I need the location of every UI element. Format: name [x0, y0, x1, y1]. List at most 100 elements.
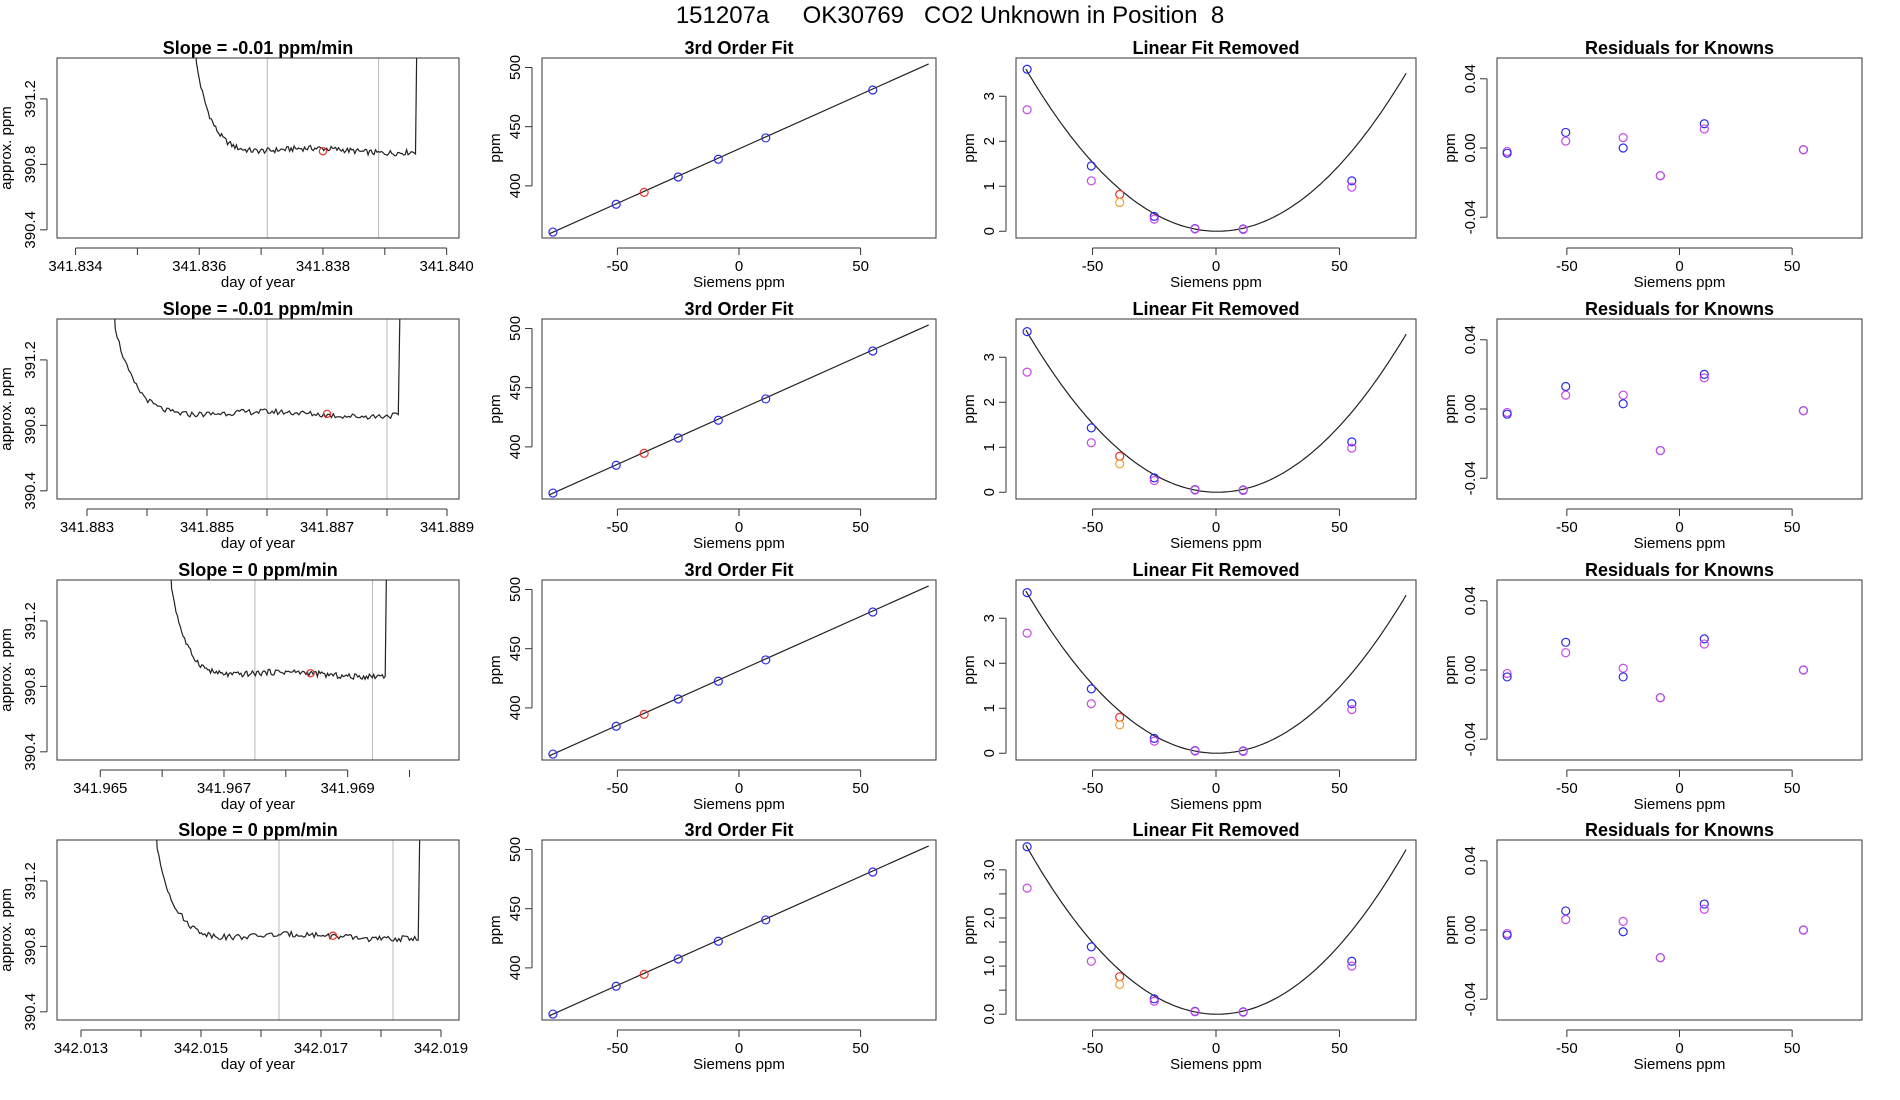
y-axis-label: ppm — [961, 655, 978, 684]
data-point — [1699, 899, 1709, 909]
data-point — [1149, 994, 1159, 1004]
plot-frame — [1015, 839, 1417, 1021]
x-axis-label: Siemens ppm — [693, 796, 785, 813]
y-tick-label: 450 — [507, 636, 524, 661]
x-tick-label: -50 — [607, 519, 629, 536]
data-point — [1022, 64, 1032, 74]
y-tick-label: 450 — [507, 375, 524, 400]
data-point — [761, 655, 771, 665]
panel-r4-c4: Residuals for Knowns -50 0 50 Siemens ppm -0.… — [1442, 820, 1863, 1073]
y-axis-label: ppm — [487, 915, 504, 944]
y-tick-label: 400 — [507, 434, 524, 459]
panel-title: Linear Fit Removed — [1132, 299, 1299, 319]
data-point — [1561, 648, 1571, 658]
y-axis-label: ppm — [1442, 655, 1459, 684]
panel-title: 3rd Order Fit — [684, 299, 793, 319]
data-point — [1190, 224, 1200, 234]
data-point — [1022, 842, 1032, 852]
fit-line — [549, 63, 929, 235]
data-point — [1115, 459, 1125, 469]
y-tick-label: 390.4 — [22, 993, 39, 1031]
data-point — [1149, 736, 1159, 746]
y-tick-label: 390.8 — [22, 146, 39, 184]
x-tick-label: 341.834 — [48, 258, 102, 275]
data-point — [1086, 699, 1096, 709]
x-tick-label: -50 — [607, 258, 629, 275]
plot-frame — [1496, 839, 1863, 1021]
data-point — [1798, 665, 1809, 675]
data-point — [1561, 390, 1571, 400]
data-point — [639, 709, 649, 720]
x-tick-label: 0 — [1212, 519, 1220, 536]
plot-area — [1502, 634, 1809, 703]
y-axis-label: approx. ppm — [0, 367, 15, 450]
plot-frame — [1015, 57, 1417, 239]
data-point — [1798, 145, 1809, 155]
data-point — [1699, 369, 1709, 379]
data-point — [548, 488, 558, 498]
x-axis-label: Siemens ppm — [1170, 796, 1262, 813]
sample-marker — [306, 669, 315, 678]
panel-r2-c4: Residuals for Knowns -50 0 50 Siemens ppm -0.… — [1442, 299, 1863, 552]
panel-title: Slope = 0 ppm/min — [178, 820, 338, 840]
data-point — [1190, 1007, 1200, 1017]
y-axis-label: ppm — [1442, 915, 1459, 944]
y-axis-label: ppm — [961, 394, 978, 423]
data-point — [1115, 972, 1125, 982]
panel-r3-c1: Slope = 0 ppm/min 341.965 341.967 341.969 da… — [0, 560, 460, 813]
data-point — [1618, 143, 1628, 153]
plot-frame — [56, 318, 460, 500]
y-tick-label: 2.0 — [981, 908, 998, 929]
y-tick-label: 390.4 — [22, 733, 39, 771]
plot-frame — [56, 839, 460, 1021]
y-tick-label: 400 — [507, 695, 524, 720]
panel-title: Residuals for Knowns — [1585, 38, 1774, 58]
data-point — [1618, 390, 1628, 400]
panel-title: Residuals for Knowns — [1585, 820, 1774, 840]
x-tick-label: 0 — [1675, 519, 1683, 536]
x-axis-label: Siemens ppm — [1170, 1056, 1262, 1073]
x-tick-label: 0 — [735, 1040, 743, 1057]
y-tick-label: 391.2 — [22, 80, 39, 118]
x-tick-label: -50 — [1082, 1040, 1104, 1057]
data-point — [1655, 953, 1665, 963]
x-tick-label: 0 — [1675, 1040, 1683, 1057]
data-point — [1086, 942, 1096, 952]
y-tick-label: 3 — [981, 353, 998, 361]
plot-area — [195, 58, 418, 238]
y-axis-label: ppm — [487, 133, 504, 162]
x-axis-label: Siemens ppm — [693, 1056, 785, 1073]
ppm-trace — [156, 840, 421, 943]
y-tick-label: 0.04 — [1462, 586, 1479, 615]
panel-title: Slope = 0 ppm/min — [178, 560, 338, 580]
panel-r4-c3: Linear Fit Removed -50 0 50 Siemens ppm 0.0 1.… — [961, 820, 1417, 1073]
data-point — [868, 85, 878, 95]
y-tick-label: 500 — [507, 577, 524, 602]
x-tick-label: 0 — [1675, 258, 1683, 275]
y-tick-label: 3.0 — [981, 859, 998, 880]
x-tick-label: 50 — [1331, 1040, 1348, 1057]
x-axis-label: Siemens ppm — [1170, 274, 1262, 291]
panel-r3-c2: 3rd Order Fit -50 0 50 Siemens ppm 400 450 500 p… — [487, 560, 937, 813]
panel-title: Slope = -0.01 ppm/min — [163, 38, 354, 58]
plot-area — [1022, 64, 1407, 235]
data-point — [713, 154, 723, 164]
data-point — [761, 394, 771, 404]
data-point — [548, 227, 558, 237]
data-point — [1561, 381, 1571, 392]
y-axis-label: ppm — [961, 915, 978, 944]
panel-r4-c1: Slope = 0 ppm/min 342.013 342.015 342.017 34… — [0, 820, 468, 1073]
plot-frame — [56, 57, 460, 239]
data-point — [1798, 406, 1809, 416]
data-point — [1561, 637, 1571, 647]
y-tick-label: 391.2 — [22, 341, 39, 379]
y-axis-label: approx. ppm — [0, 628, 15, 711]
x-tick-label: 341.889 — [420, 519, 474, 536]
x-tick-label: 50 — [1784, 1040, 1801, 1057]
plot-frame — [1496, 579, 1863, 761]
x-tick-label: 50 — [1331, 258, 1348, 275]
x-axis-label: Siemens ppm — [1170, 535, 1262, 552]
data-point — [1115, 451, 1125, 461]
data-point — [1115, 189, 1125, 199]
